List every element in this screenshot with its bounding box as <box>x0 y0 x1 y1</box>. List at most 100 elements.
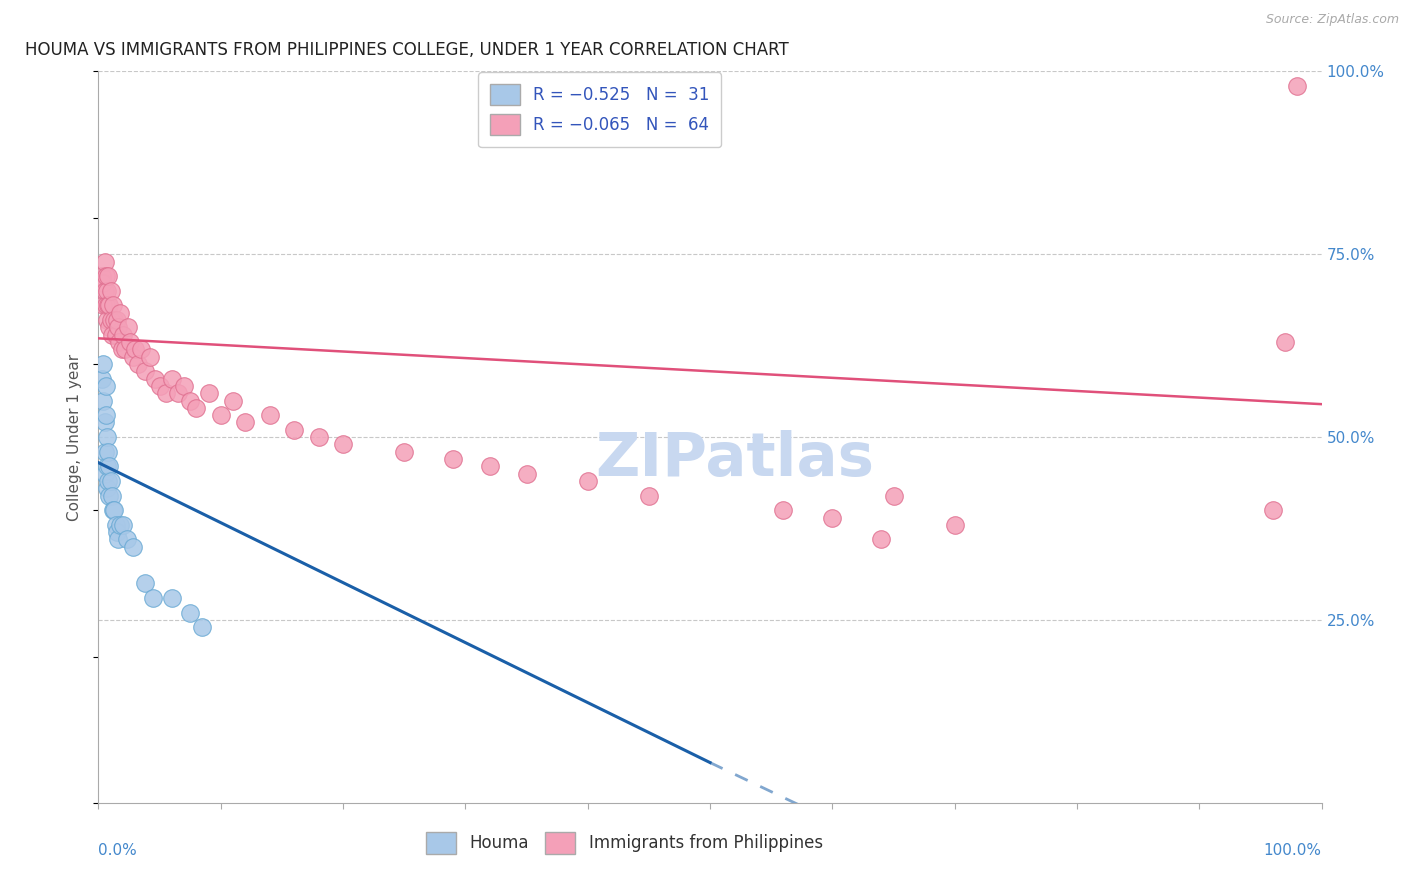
Point <box>100 284 122 298</box>
Point <box>117 320 139 334</box>
Point <box>111 517 134 532</box>
Text: ZIPatlas: ZIPatlas <box>595 430 875 489</box>
Point <box>91 357 114 371</box>
Point <box>107 320 129 334</box>
Point <box>93 467 115 481</box>
Point <box>883 489 905 503</box>
Point <box>96 313 118 327</box>
Text: Source: ZipAtlas.com: Source: ZipAtlas.com <box>1265 13 1399 27</box>
Point <box>121 350 143 364</box>
Point <box>97 474 120 488</box>
Point <box>111 327 134 342</box>
Point <box>101 298 124 312</box>
Point <box>97 444 120 458</box>
Point <box>96 284 118 298</box>
Point <box>120 334 142 349</box>
Point <box>100 474 122 488</box>
Point <box>97 269 120 284</box>
Point <box>124 343 146 357</box>
Point <box>93 284 115 298</box>
Point <box>1261 503 1284 517</box>
Point <box>638 489 661 503</box>
Point <box>821 510 844 524</box>
Point <box>160 371 183 385</box>
Point <box>173 379 195 393</box>
Point <box>97 298 120 312</box>
Point <box>129 343 152 357</box>
Point <box>870 533 893 547</box>
Point <box>96 459 118 474</box>
Text: 100.0%: 100.0% <box>1264 843 1322 858</box>
Text: 0.0%: 0.0% <box>98 843 138 858</box>
Point <box>191 620 214 634</box>
Point <box>283 423 305 437</box>
Point <box>222 393 245 408</box>
Point <box>103 503 125 517</box>
Point <box>259 408 281 422</box>
Point <box>943 517 966 532</box>
Point <box>197 386 219 401</box>
Point <box>107 533 129 547</box>
Point <box>100 313 122 327</box>
Point <box>94 269 117 284</box>
Point <box>121 540 143 554</box>
Point <box>167 386 190 401</box>
Point <box>93 444 115 458</box>
Point <box>91 371 114 385</box>
Point <box>101 489 124 503</box>
Point <box>155 386 177 401</box>
Point <box>179 393 201 408</box>
Point <box>111 343 134 357</box>
Point <box>105 313 128 327</box>
Point <box>392 444 416 458</box>
Point <box>91 277 114 291</box>
Point <box>142 591 165 605</box>
Point <box>441 452 464 467</box>
Point <box>233 416 256 430</box>
Point <box>98 298 121 312</box>
Point <box>308 430 330 444</box>
Point <box>114 343 136 357</box>
Point <box>134 576 156 591</box>
Point <box>179 606 201 620</box>
Point <box>91 393 114 408</box>
Point <box>94 298 117 312</box>
Point <box>96 481 118 495</box>
Point <box>478 459 501 474</box>
Point <box>515 467 537 481</box>
Text: HOUMA VS IMMIGRANTS FROM PHILIPPINES COLLEGE, UNDER 1 YEAR CORRELATION CHART: HOUMA VS IMMIGRANTS FROM PHILIPPINES COL… <box>25 41 789 59</box>
Point <box>772 503 794 517</box>
Point <box>94 408 117 422</box>
Point <box>105 525 128 540</box>
Point <box>1274 334 1296 349</box>
Point <box>98 489 121 503</box>
Point <box>160 591 183 605</box>
Point <box>127 357 149 371</box>
Point <box>143 371 166 385</box>
Point <box>139 350 162 364</box>
Point <box>134 364 156 378</box>
Point <box>93 416 115 430</box>
Y-axis label: College, Under 1 year: College, Under 1 year <box>67 353 83 521</box>
Point <box>91 298 114 312</box>
Point <box>209 408 232 422</box>
Point <box>101 503 124 517</box>
Point <box>110 306 132 320</box>
Point <box>91 269 114 284</box>
Point <box>104 327 127 342</box>
Point <box>149 379 172 393</box>
Legend: Houma, Immigrants from Philippines: Houma, Immigrants from Philippines <box>419 826 830 860</box>
Point <box>101 327 124 342</box>
Point <box>96 430 118 444</box>
Point <box>115 533 138 547</box>
Point <box>186 401 208 415</box>
Point <box>98 459 121 474</box>
Point <box>108 334 131 349</box>
Point <box>332 437 354 451</box>
Point <box>94 379 117 393</box>
Point <box>104 517 127 532</box>
Point <box>93 254 115 268</box>
Point <box>1286 78 1309 93</box>
Point <box>110 517 132 532</box>
Point <box>103 313 125 327</box>
